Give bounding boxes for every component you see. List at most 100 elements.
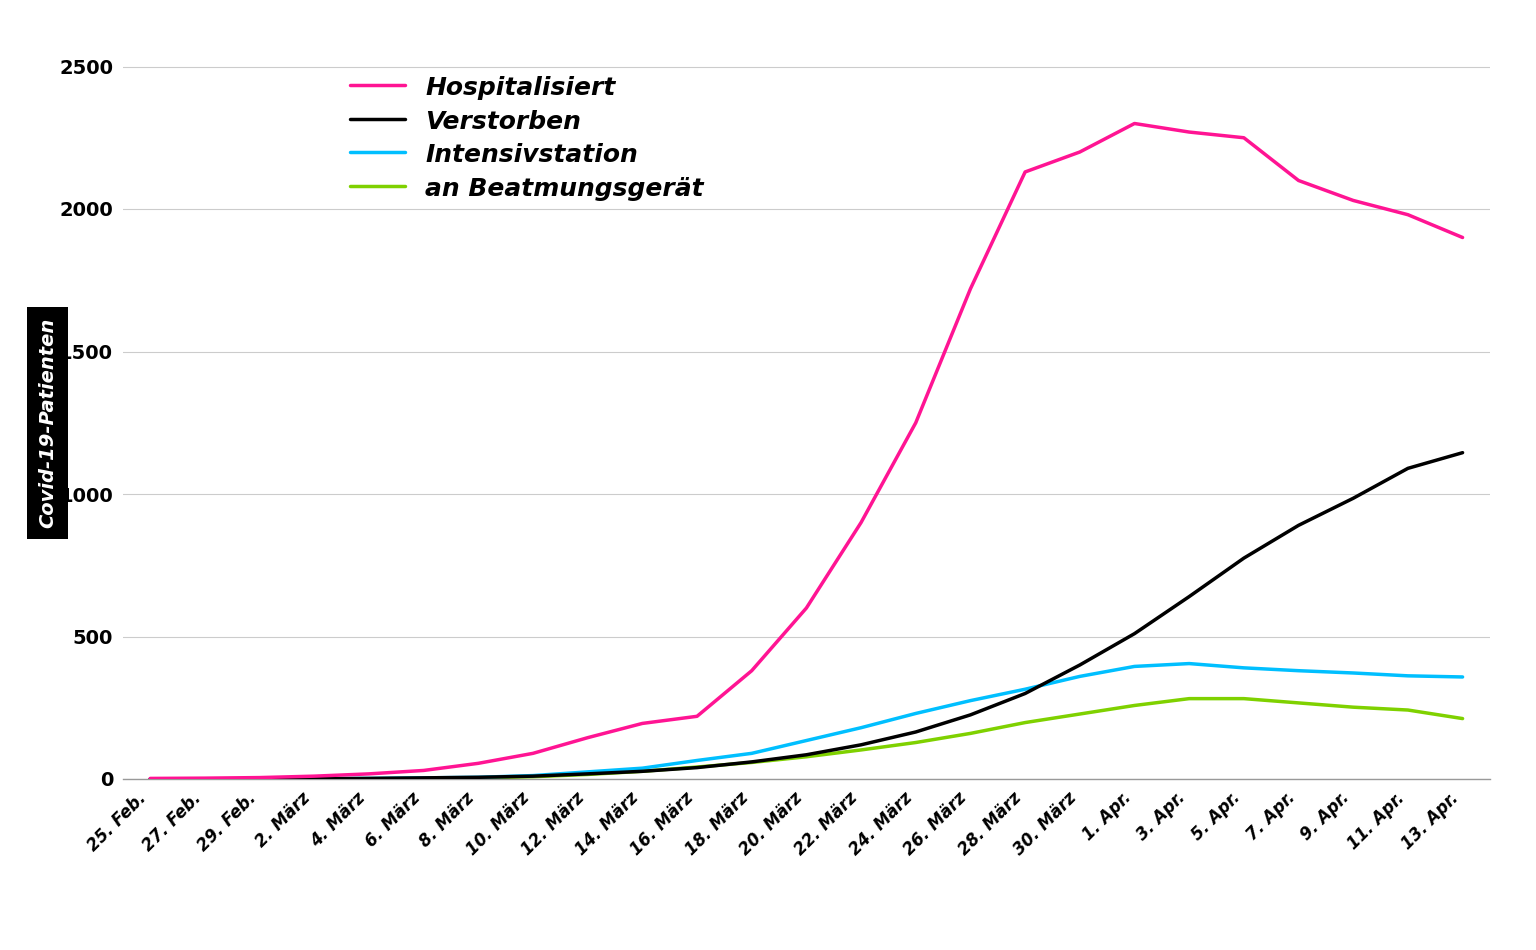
an Beatmungsgerät: [415, 772, 433, 784]
Intensivstation: [1289, 665, 1307, 676]
an Beatmungsgerät: [195, 773, 214, 785]
Hospitalisiert: [524, 748, 542, 759]
Verstorben: [468, 771, 487, 783]
an Beatmungsgerät: [306, 773, 324, 785]
Hospitalisiert: [633, 718, 651, 730]
Verstorben: [742, 756, 760, 768]
an Beatmungsgerät: [633, 766, 651, 777]
Hospitalisiert: [141, 772, 160, 784]
Hospitalisiert: [359, 769, 378, 780]
Verstorben: [195, 773, 214, 785]
an Beatmungsgerät: [906, 737, 925, 749]
Intensivstation: [742, 748, 760, 759]
an Beatmungsgerät: [524, 771, 542, 783]
Hospitalisiert: [1071, 146, 1089, 158]
Verstorben: [1344, 493, 1362, 504]
Hospitalisiert: [1289, 175, 1307, 186]
Hospitalisiert: [1015, 166, 1034, 178]
Intensivstation: [359, 772, 378, 784]
Line: Verstorben: Verstorben: [151, 453, 1462, 779]
Hospitalisiert: [852, 517, 871, 528]
Line: an Beatmungsgerät: an Beatmungsgerät: [151, 698, 1462, 779]
Verstorben: [1126, 628, 1144, 639]
Verstorben: [250, 773, 269, 785]
Hospitalisiert: [1399, 209, 1418, 220]
Intensivstation: [1453, 672, 1471, 683]
Verstorben: [1235, 553, 1253, 564]
Hospitalisiert: [1344, 195, 1362, 206]
Verstorben: [1453, 447, 1471, 459]
an Beatmungsgerät: [688, 761, 707, 772]
Hospitalisiert: [468, 758, 487, 770]
Verstorben: [962, 709, 980, 721]
Verstorben: [797, 750, 816, 761]
Hospitalisiert: [1126, 118, 1144, 129]
Intensivstation: [1071, 671, 1089, 682]
an Beatmungsgerät: [742, 757, 760, 769]
Hospitalisiert: [906, 417, 925, 428]
an Beatmungsgerät: [1126, 700, 1144, 712]
Intensivstation: [906, 708, 925, 719]
an Beatmungsgerät: [797, 751, 816, 763]
Line: Hospitalisiert: Hospitalisiert: [151, 124, 1462, 778]
Intensivstation: [688, 754, 707, 766]
an Beatmungsgerät: [962, 728, 980, 739]
Intensivstation: [1235, 662, 1253, 674]
Intensivstation: [195, 773, 214, 785]
Verstorben: [852, 739, 871, 750]
Verstorben: [688, 762, 707, 773]
Intensivstation: [306, 773, 324, 785]
an Beatmungsgerät: [1289, 697, 1307, 709]
Hospitalisiert: [1453, 232, 1471, 243]
an Beatmungsgerät: [468, 772, 487, 784]
Verstorben: [1071, 659, 1089, 671]
Intensivstation: [141, 773, 160, 785]
an Beatmungsgerät: [1399, 704, 1418, 715]
Intensivstation: [468, 771, 487, 783]
Verstorben: [415, 772, 433, 784]
Intensivstation: [415, 772, 433, 784]
an Beatmungsgerät: [1015, 717, 1034, 729]
Intensivstation: [852, 722, 871, 733]
Hospitalisiert: [1235, 132, 1253, 143]
Hospitalisiert: [688, 711, 707, 722]
Verstorben: [141, 773, 160, 785]
an Beatmungsgerät: [1453, 712, 1471, 724]
Verstorben: [524, 770, 542, 782]
Intensivstation: [1344, 667, 1362, 678]
Intensivstation: [1180, 658, 1198, 670]
Hospitalisiert: [1180, 126, 1198, 138]
Intensivstation: [962, 695, 980, 707]
Intensivstation: [524, 770, 542, 781]
an Beatmungsgerät: [250, 773, 269, 785]
Intensivstation: [633, 763, 651, 774]
Hospitalisiert: [195, 772, 214, 784]
an Beatmungsgerät: [852, 744, 871, 755]
an Beatmungsgerät: [1235, 693, 1253, 704]
Intensivstation: [797, 735, 816, 747]
Intensivstation: [1399, 670, 1418, 681]
Hospitalisiert: [797, 602, 816, 614]
Hospitalisiert: [962, 283, 980, 294]
an Beatmungsgerät: [1071, 709, 1089, 720]
Intensivstation: [1126, 661, 1144, 673]
Hospitalisiert: [306, 770, 324, 782]
an Beatmungsgerät: [579, 769, 598, 780]
Hospitalisiert: [742, 665, 760, 676]
Verstorben: [359, 772, 378, 784]
Verstorben: [1399, 463, 1418, 474]
Verstorben: [306, 773, 324, 785]
Legend: Hospitalisiert, Verstorben, Intensivstation, an Beatmungsgerät: Hospitalisiert, Verstorben, Intensivstat…: [341, 66, 714, 211]
Hospitalisiert: [415, 765, 433, 776]
an Beatmungsgerät: [141, 773, 160, 785]
an Beatmungsgerät: [1344, 701, 1362, 712]
Verstorben: [579, 769, 598, 780]
Verstorben: [906, 727, 925, 738]
Verstorben: [633, 766, 651, 777]
Verstorben: [1015, 688, 1034, 699]
Verstorben: [1289, 520, 1307, 531]
Line: Intensivstation: Intensivstation: [151, 664, 1462, 779]
an Beatmungsgerät: [359, 773, 378, 785]
Hospitalisiert: [250, 771, 269, 783]
Intensivstation: [1015, 684, 1034, 695]
